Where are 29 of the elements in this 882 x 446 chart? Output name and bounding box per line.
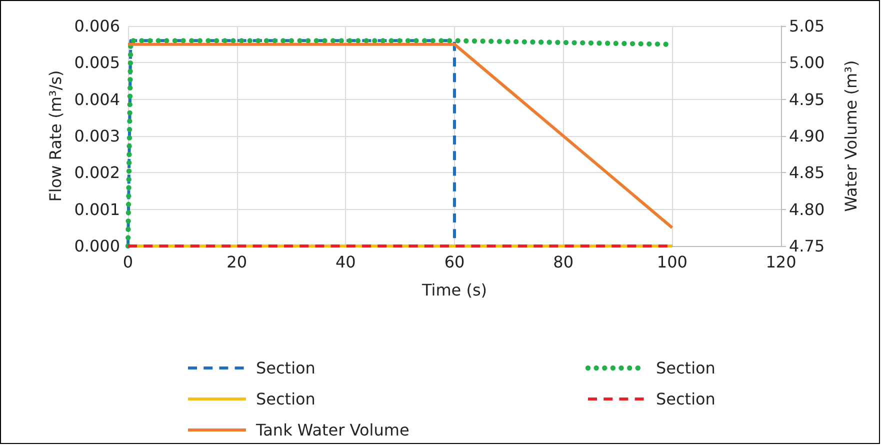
y2-tick-label: 5.05: [789, 16, 825, 36]
y2-tick-label: 4.85: [789, 163, 825, 182]
y2-tick-label: 4.90: [789, 126, 825, 146]
y-tick-label: 0.003: [74, 126, 120, 146]
x-tick-label: 100: [656, 252, 688, 272]
x-tick-label: 0: [122, 252, 134, 272]
x-tick-label: 20: [226, 252, 248, 272]
legend-label: Section: [656, 358, 716, 378]
y2-axis-title: Water Volume (m³): [842, 60, 860, 212]
legend-label: Tank Water Volume: [255, 420, 410, 440]
y-tick-label: 0.005: [74, 53, 120, 72]
y2-tick-label: 4.95: [789, 90, 825, 109]
y-tick-label: 0.001: [74, 200, 120, 219]
y-tick-label: 0.006: [74, 16, 120, 36]
y2-tick-label: 4.75: [789, 236, 825, 256]
x-tick-label: 80: [553, 252, 574, 272]
x-axis-title: Time (s): [420, 280, 488, 300]
y2-tick-label: 4.80: [789, 200, 825, 219]
y-tick-label: 0.004: [74, 90, 120, 109]
x-tick-label: 60: [444, 252, 465, 272]
y2-tick-label: 5.00: [789, 53, 825, 72]
legend-label: Section: [656, 390, 716, 408]
x-tick-label: 120: [766, 252, 796, 272]
x-tick-label: 40: [335, 252, 356, 272]
y-axis-title: Flow Rate (m³/s): [46, 70, 65, 202]
legend-label: Section: [256, 358, 316, 378]
y-tick-label: 0.002: [74, 163, 120, 182]
legend-label: Section: [256, 390, 316, 408]
y-tick-label: 0.000: [74, 236, 120, 256]
